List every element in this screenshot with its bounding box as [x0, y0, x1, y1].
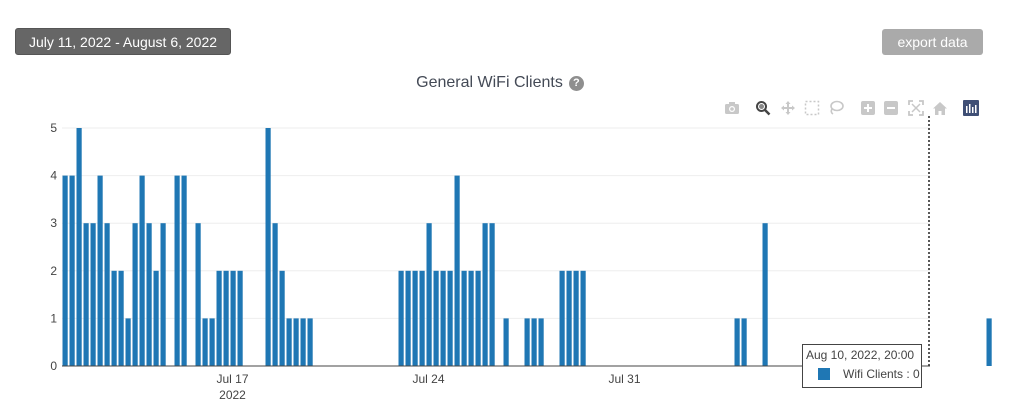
- bar[interactable]: [538, 318, 544, 366]
- bar[interactable]: [216, 270, 222, 366]
- bar[interactable]: [97, 175, 103, 366]
- bar[interactable]: [573, 270, 579, 366]
- help-icon[interactable]: ?: [568, 76, 584, 91]
- bar[interactable]: [139, 175, 145, 366]
- bar[interactable]: [279, 270, 285, 366]
- bar[interactable]: [272, 223, 278, 366]
- bar[interactable]: [69, 175, 75, 366]
- bar[interactable]: [104, 223, 110, 366]
- camera-icon[interactable]: [722, 98, 742, 118]
- bar[interactable]: [160, 223, 166, 366]
- y-axis-ticks: 0 1 2 3 4 5: [50, 121, 57, 373]
- bar[interactable]: [83, 223, 89, 366]
- chart-title: General WiFi Clients: [416, 74, 563, 91]
- hover-tooltip: Aug 10, 2022, 20:00 Wifi Clients : 0: [802, 344, 922, 388]
- y-tick-label: 1: [50, 311, 57, 325]
- y-tick-label: 5: [50, 121, 57, 135]
- bar[interactable]: [76, 128, 82, 366]
- tooltip-color-swatch: [818, 368, 830, 380]
- reset-axes-icon[interactable]: [930, 98, 950, 118]
- bar[interactable]: [559, 270, 565, 366]
- lasso-icon[interactable]: [826, 98, 846, 118]
- bar[interactable]: [111, 270, 117, 366]
- bar[interactable]: [531, 318, 537, 366]
- bar[interactable]: [734, 318, 740, 366]
- bar[interactable]: [202, 318, 208, 366]
- bar[interactable]: [580, 270, 586, 366]
- bar[interactable]: [125, 318, 131, 366]
- bar[interactable]: [223, 270, 229, 366]
- bar[interactable]: [265, 128, 271, 366]
- bar[interactable]: [440, 270, 446, 366]
- bar[interactable]: [566, 270, 572, 366]
- bar[interactable]: [237, 270, 243, 366]
- bar-series[interactable]: [62, 128, 1025, 366]
- bar[interactable]: [419, 270, 425, 366]
- bar[interactable]: [475, 270, 481, 366]
- bar[interactable]: [293, 318, 299, 366]
- export-data-button[interactable]: export data: [882, 29, 983, 55]
- x-tick-year-label: 2022: [219, 388, 246, 402]
- x-axis-ticks: Jul 17 2022 Jul 24 Jul 31: [216, 372, 640, 402]
- tooltip-header: Aug 10, 2022, 20:00: [806, 348, 915, 362]
- plotly-logo-icon[interactable]: [961, 98, 981, 118]
- bar[interactable]: [489, 223, 495, 366]
- bar[interactable]: [454, 175, 460, 366]
- bar[interactable]: [482, 223, 488, 366]
- bar[interactable]: [986, 318, 992, 366]
- bar[interactable]: [118, 270, 124, 366]
- y-tick-label: 4: [50, 169, 57, 183]
- bar[interactable]: [181, 175, 187, 366]
- autoscale-icon[interactable]: [906, 98, 926, 118]
- bar[interactable]: [90, 223, 96, 366]
- bar[interactable]: [524, 318, 530, 366]
- bar[interactable]: [286, 318, 292, 366]
- bar[interactable]: [762, 223, 768, 366]
- bar[interactable]: [468, 270, 474, 366]
- bar[interactable]: [300, 318, 306, 366]
- x-tick-label: Jul 24: [412, 372, 444, 386]
- pan-icon[interactable]: [778, 98, 798, 118]
- x-tick-label: Jul 17: [216, 372, 248, 386]
- bar[interactable]: [146, 223, 152, 366]
- bar[interactable]: [447, 270, 453, 366]
- bar[interactable]: [307, 318, 313, 366]
- bar[interactable]: [426, 223, 432, 366]
- gridlines: [62, 127, 930, 319]
- y-tick-label: 2: [50, 264, 57, 278]
- bar[interactable]: [741, 318, 747, 366]
- y-tick-label: 0: [50, 359, 57, 373]
- bar[interactable]: [405, 270, 411, 366]
- bar[interactable]: [398, 270, 404, 366]
- box-select-icon[interactable]: [802, 98, 822, 118]
- bar[interactable]: [195, 223, 201, 366]
- date-range-button[interactable]: July 11, 2022 - August 6, 2022: [15, 28, 231, 55]
- bar[interactable]: [230, 270, 236, 366]
- bar[interactable]: [433, 270, 439, 366]
- tooltip-series-text: Wifi Clients : 0: [843, 367, 920, 381]
- zoom-in-icon[interactable]: [858, 98, 878, 118]
- bar[interactable]: [209, 318, 215, 366]
- bar[interactable]: [153, 270, 159, 366]
- bar[interactable]: [174, 175, 180, 366]
- y-tick-label: 3: [50, 216, 57, 230]
- zoom-icon[interactable]: [753, 98, 773, 118]
- bar[interactable]: [132, 223, 138, 366]
- bar[interactable]: [461, 270, 467, 366]
- bar[interactable]: [503, 318, 509, 366]
- zoom-out-icon[interactable]: [881, 98, 901, 118]
- bar[interactable]: [62, 175, 68, 366]
- x-tick-label: Jul 31: [608, 372, 640, 386]
- chart-title-container: General WiFi Clients?: [0, 74, 1000, 92]
- bar[interactable]: [412, 270, 418, 366]
